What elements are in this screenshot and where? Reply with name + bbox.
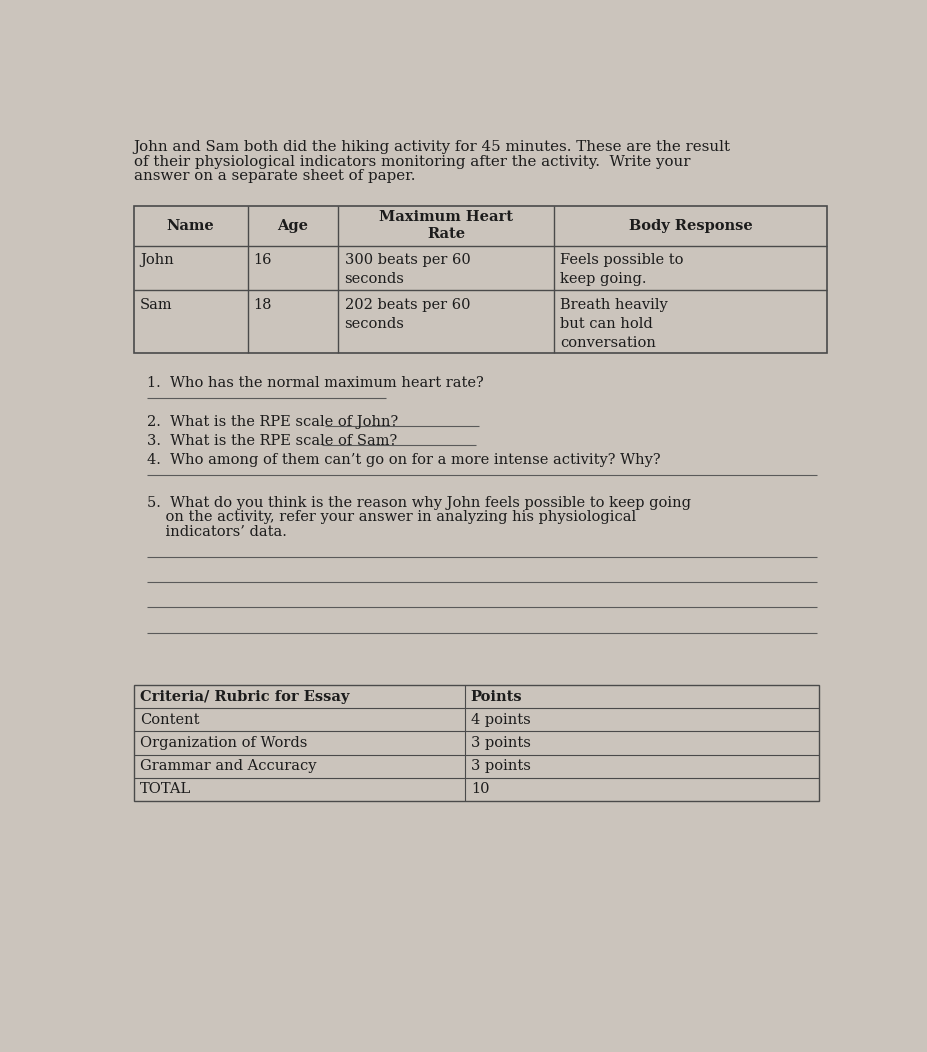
Text: Breath heavily
but can hold
conversation: Breath heavily but can hold conversation (560, 298, 668, 350)
Text: 18: 18 (254, 298, 273, 312)
Text: Points: Points (471, 690, 523, 704)
Text: 1.  Who has the normal maximum heart rate?: 1. Who has the normal maximum heart rate… (147, 377, 484, 390)
Text: 16: 16 (254, 254, 273, 267)
Text: Name: Name (167, 219, 214, 232)
Text: 4 points: 4 points (471, 713, 530, 727)
Text: Grammar and Accuracy: Grammar and Accuracy (140, 760, 316, 773)
Bar (133, 685, 819, 801)
Text: answer on a separate sheet of paper.: answer on a separate sheet of paper. (133, 169, 415, 183)
Text: John: John (140, 254, 173, 267)
Text: Criteria/ Rubric for Essay: Criteria/ Rubric for Essay (140, 690, 349, 704)
Text: Feels possible to
keep going.: Feels possible to keep going. (560, 254, 684, 286)
Text: 3 points: 3 points (471, 736, 531, 750)
Text: 3 points: 3 points (471, 760, 531, 773)
Text: John and Sam both did the hiking activity for 45 minutes. These are the result: John and Sam both did the hiking activit… (133, 140, 730, 154)
Text: 5.  What do you think is the reason why John feels possible to keep going: 5. What do you think is the reason why J… (147, 495, 692, 510)
Text: Organization of Words: Organization of Words (140, 736, 307, 750)
Text: Sam: Sam (140, 298, 172, 312)
Text: indicators’ data.: indicators’ data. (147, 525, 287, 539)
Text: 2.  What is the RPE scale of John?: 2. What is the RPE scale of John? (147, 414, 399, 429)
Text: 3.  What is the RPE scale of Sam?: 3. What is the RPE scale of Sam? (147, 434, 398, 448)
Bar (133, 205, 828, 353)
Text: 10: 10 (471, 783, 489, 796)
Text: 202 beats per 60
seconds: 202 beats per 60 seconds (345, 298, 470, 331)
Text: Body Response: Body Response (629, 219, 753, 232)
Text: 300 beats per 60
seconds: 300 beats per 60 seconds (345, 254, 470, 286)
Text: Content: Content (140, 713, 199, 727)
Text: on the activity, refer your answer in analyzing his physiological: on the activity, refer your answer in an… (147, 510, 637, 525)
Text: of their physiological indicators monitoring after the activity.  Write your: of their physiological indicators monito… (133, 155, 690, 168)
Text: Maximum Heart
Rate: Maximum Heart Rate (379, 209, 514, 242)
Text: TOTAL: TOTAL (140, 783, 191, 796)
Text: Age: Age (277, 219, 309, 232)
Text: 4.  Who among of them can’t go on for a more intense activity? Why?: 4. Who among of them can’t go on for a m… (147, 453, 661, 467)
